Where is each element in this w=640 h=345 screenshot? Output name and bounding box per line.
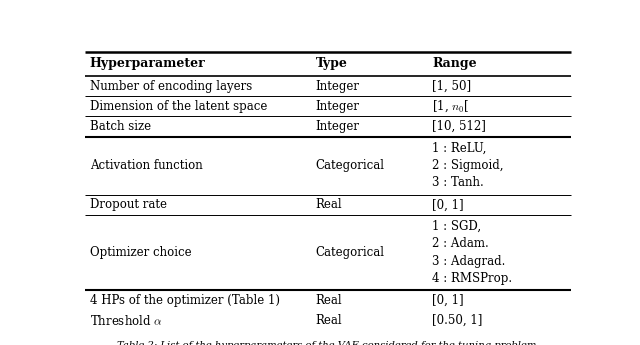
Text: Dropout rate: Dropout rate <box>90 198 167 211</box>
Text: [1, $n_0$[: [1, $n_0$[ <box>432 98 469 114</box>
Text: Table 2: List of the hyperparameters of the VAE considered for the tuning proble: Table 2: List of the hyperparameters of … <box>116 341 540 345</box>
Text: Batch size: Batch size <box>90 120 151 133</box>
Text: 3 : Adagrad.: 3 : Adagrad. <box>432 255 506 268</box>
Text: Categorical: Categorical <box>316 246 385 259</box>
Text: Categorical: Categorical <box>316 159 385 172</box>
Text: Integer: Integer <box>316 80 360 92</box>
Text: Integer: Integer <box>316 100 360 113</box>
Text: Dimension of the latent space: Dimension of the latent space <box>90 100 268 113</box>
Text: Integer: Integer <box>316 120 360 133</box>
Text: 4 HPs of the optimizer (Table 1): 4 HPs of the optimizer (Table 1) <box>90 294 280 307</box>
Text: 2 : Sigmoid,: 2 : Sigmoid, <box>432 159 504 172</box>
Text: Number of encoding layers: Number of encoding layers <box>90 80 252 92</box>
Text: Threshold $\alpha$: Threshold $\alpha$ <box>90 314 163 328</box>
Text: Real: Real <box>316 314 342 327</box>
Text: 1 : ReLU,: 1 : ReLU, <box>432 142 486 155</box>
Text: Optimizer choice: Optimizer choice <box>90 246 191 259</box>
Text: 3 : Tanh.: 3 : Tanh. <box>432 176 484 189</box>
Text: Activation function: Activation function <box>90 159 203 172</box>
Text: Type: Type <box>316 58 348 70</box>
Text: 4 : RMSProp.: 4 : RMSProp. <box>432 272 512 285</box>
Text: [0.50, 1]: [0.50, 1] <box>432 314 483 327</box>
Text: [0, 1]: [0, 1] <box>432 198 464 211</box>
Text: Real: Real <box>316 294 342 307</box>
Text: Hyperparameter: Hyperparameter <box>90 58 205 70</box>
Text: [1, 50]: [1, 50] <box>432 80 471 92</box>
Text: [10, 512]: [10, 512] <box>432 120 486 133</box>
Text: Range: Range <box>432 58 477 70</box>
Text: [0, 1]: [0, 1] <box>432 294 464 307</box>
Text: Real: Real <box>316 198 342 211</box>
Text: 2 : Adam.: 2 : Adam. <box>432 237 489 250</box>
Text: 1 : SGD,: 1 : SGD, <box>432 220 481 233</box>
